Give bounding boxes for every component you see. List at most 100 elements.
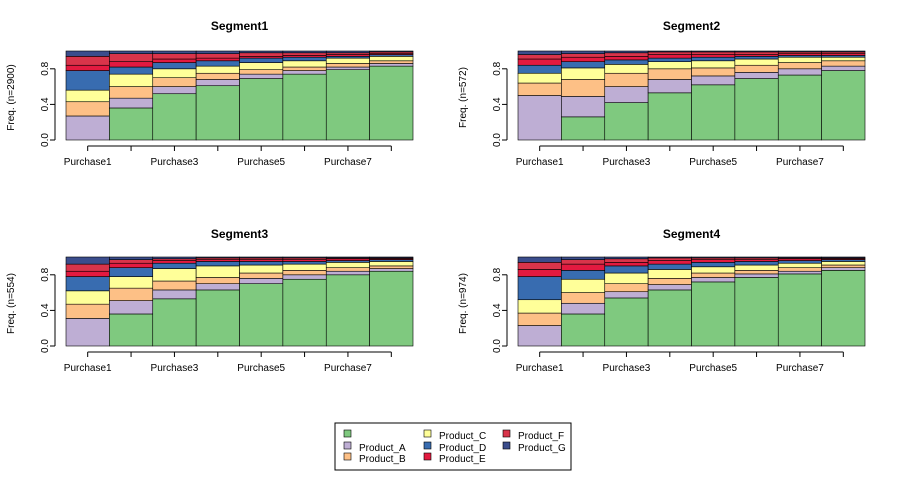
bar-segment-Product_B — [821, 264, 866, 268]
bar-segment-Product_B — [517, 312, 562, 326]
bar-segment-Product_C — [325, 262, 370, 268]
bar-segment-Product_A — [282, 274, 327, 280]
bar-segment-Product_G — [109, 50, 154, 54]
bar-segment-Product_F — [734, 51, 779, 55]
bar-segment-Product_E — [109, 61, 154, 68]
bar-segment-Product_F — [517, 262, 562, 270]
bar-segment-Product_A — [691, 277, 736, 283]
bar-segment-Product_C — [777, 56, 822, 63]
x-tick-label: Purchase1 — [64, 363, 112, 374]
bar-segment-Product_G — [777, 50, 822, 53]
bar-segment-none — [821, 70, 866, 141]
bar-segment-none — [647, 289, 692, 347]
bar-segment-Product_B — [561, 292, 606, 304]
bar-segment-Product_F — [65, 263, 110, 272]
y-tick-label: 0.0 — [40, 339, 51, 353]
bar-segment-Product_A — [734, 72, 779, 79]
legend-swatch — [423, 429, 432, 438]
y-tick-label: 0.0 — [40, 133, 51, 147]
bar-segment-Product_C — [239, 264, 284, 274]
bar-segment-Product_C — [517, 299, 562, 314]
bar-segment-Product_D — [109, 267, 154, 277]
bar-segment-Product_B — [691, 272, 736, 278]
x-tick-label: Purchase1 — [516, 363, 564, 374]
bar-segment-Product_B — [109, 287, 154, 301]
legend-label: Product_E — [439, 454, 486, 465]
bar-segment-none — [734, 277, 779, 347]
bar-segment-Product_C — [517, 72, 562, 84]
x-tick-label: Purchase7 — [324, 363, 372, 374]
bar-segment-Product_A — [691, 75, 736, 86]
bar-segment-Product_E — [152, 58, 197, 63]
bar-segment-Product_G — [517, 256, 562, 263]
bar-segment-Product_G — [325, 50, 370, 54]
bar-segment-Product_C — [691, 266, 736, 274]
bar-segment-none — [152, 298, 197, 347]
bar-segment-Product_G — [65, 50, 110, 57]
bar-segment-Product_E — [65, 64, 110, 71]
bar-segment-none — [152, 93, 197, 141]
bar-segment-Product_D — [691, 262, 736, 268]
bar-segment-Product_G — [109, 256, 154, 260]
bar-segment-Product_A — [195, 283, 240, 291]
y-tick-label: 0.4 — [492, 97, 503, 111]
bar-segment-Product_E — [647, 260, 692, 265]
bar-segment-Product_B — [604, 283, 649, 293]
bar-segment-Product_B — [195, 72, 240, 80]
bar-segment-Product_C — [821, 56, 866, 62]
bar-segment-Product_G — [65, 256, 110, 265]
bar-segment-Product_A — [325, 66, 370, 70]
bar-segment-Product_C — [282, 60, 327, 68]
bar-segment-Product_F — [604, 258, 649, 263]
bar-segment-Product_D — [65, 276, 110, 292]
bar-segment-none — [821, 270, 866, 347]
bar-segment-Product_G — [239, 256, 284, 259]
bar-segment-Product_G — [691, 256, 736, 259]
bar-segment-Product_C — [239, 62, 284, 70]
panel-title: Segment2 — [663, 19, 721, 33]
bar-segment-Product_E — [647, 54, 692, 59]
x-tick-label: Purchase1 — [64, 157, 112, 168]
bar-segment-Product_A — [777, 68, 822, 76]
x-tick-label: Purchase3 — [151, 157, 199, 168]
bar-segment-Product_A — [647, 79, 692, 94]
bar-segment-Product_E — [65, 270, 110, 277]
bar-segment-Product_G — [282, 256, 327, 259]
bar-segment-none — [604, 102, 649, 141]
bar-segment-Product_G — [239, 50, 284, 54]
bar-segment-Product_B — [821, 60, 866, 67]
bar-segment-Product_D — [691, 56, 736, 62]
bar-segment-Product_C — [561, 67, 606, 80]
x-tick-label: Purchase5 — [237, 363, 285, 374]
panel-2: Segment2 0.0 0.4 0.8 Freq. (n=572) Purchase1 P… — [458, 19, 866, 168]
bar-segment-Product_A — [282, 70, 327, 75]
bar-segment-Product_D — [152, 262, 197, 269]
bar-segment-Product_D — [239, 261, 284, 266]
legend-swatch — [502, 441, 511, 450]
bar-segment-Product_C — [282, 263, 327, 271]
bar-segment-none — [561, 313, 606, 347]
bar-segment-Product_A — [109, 300, 154, 315]
bar-segment-Product_F — [282, 52, 327, 56]
bar-segment-Product_A — [604, 291, 649, 299]
bar-segment-Product_D — [65, 70, 110, 91]
bar-segment-Product_D — [195, 261, 240, 267]
x-tick-label: Purchase7 — [776, 157, 824, 168]
bar-segment-Product_A — [152, 86, 197, 95]
bar-segment-Product_E — [561, 263, 606, 271]
bar-segment-Product_B — [239, 272, 284, 279]
x-tick-label: Purchase5 — [689, 363, 737, 374]
y-axis-label: Freq. (n=554) — [6, 273, 17, 334]
bar-segment-Product_D — [777, 260, 822, 264]
legend: Product_AProduct_BProduct_CProduct_DProd… — [334, 422, 572, 471]
bar-segment-Product_D — [561, 270, 606, 280]
legend-swatch — [343, 429, 352, 438]
bar-segment-Product_B — [195, 277, 240, 285]
bar-segment-Product_G — [195, 256, 240, 259]
bar-segment-Product_G — [369, 256, 414, 259]
bar-segment-Product_D — [561, 61, 606, 69]
bar-segment-Product_B — [734, 64, 779, 73]
bar-segment-Product_B — [369, 60, 414, 64]
bar-segment-none — [239, 283, 284, 347]
bar-segment-Product_C — [604, 272, 649, 284]
